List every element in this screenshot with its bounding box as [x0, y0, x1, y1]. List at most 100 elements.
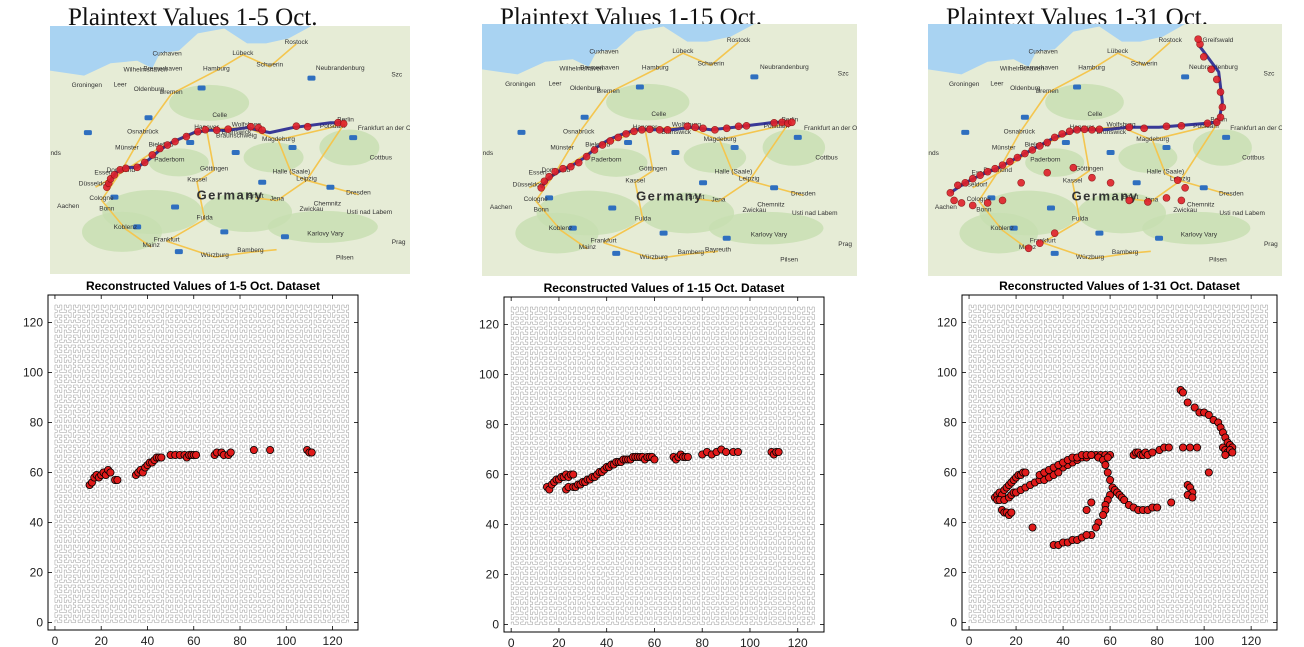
data-point [1007, 508, 1016, 517]
plot-title: Reconstructed Values of 1-15 Oct. Datase… [544, 281, 785, 295]
city-label: Schwerin [698, 60, 725, 67]
map-marker [537, 184, 546, 192]
x-tick-label: 60 [648, 636, 662, 647]
map-marker [961, 178, 970, 187]
map-marker [201, 125, 210, 134]
city-label: nds [928, 150, 939, 157]
map-marker [614, 133, 622, 142]
map-view[interactable]: Rostock Lübeck Hamburg Schwerin Bremerhaven B… [482, 24, 857, 276]
country-label: Germany [1072, 188, 1139, 203]
highway-shield-icon [1020, 114, 1029, 120]
data-point [1082, 530, 1091, 539]
y-tick-label: 20 [30, 566, 44, 580]
map-marker [998, 161, 1007, 169]
map-marker [339, 119, 348, 128]
city-label: Hamburg [203, 66, 230, 73]
map-marker [1028, 146, 1037, 154]
data-point [113, 475, 122, 484]
highway-shield-icon [349, 135, 358, 141]
y-tick-label: 0 [950, 616, 957, 630]
map-panel-1: Plaintext Values 1-5 Oct. Rostock Lübeck H… [50, 0, 410, 275]
highway-shield-icon [568, 225, 577, 231]
forest-area [202, 192, 293, 232]
map-marker [1144, 198, 1152, 206]
city-label: Cottbus [370, 154, 393, 161]
forest-area [169, 84, 250, 121]
x-tick-label: 80 [1150, 634, 1164, 647]
data-point [683, 452, 692, 461]
map-view[interactable]: Rostock Lübeck Hamburg Schwerin Bremerhaven B… [50, 26, 410, 274]
city-label: Celle [212, 112, 227, 119]
city-label: Aachen [57, 203, 79, 210]
map-marker [1035, 239, 1044, 248]
map-marker [788, 118, 796, 127]
x-tick-label: 60 [187, 634, 201, 647]
map-marker [630, 127, 638, 136]
city-label: Cuxhaven [152, 50, 182, 57]
data-point [734, 447, 743, 456]
city-label: Leipzig [296, 175, 317, 182]
city-label: Düsseldorf [513, 181, 544, 188]
plot-title: Reconstructed Values of 1-31 Oct. Datase… [999, 279, 1240, 293]
map-marker [699, 124, 707, 133]
map-marker [1035, 142, 1044, 150]
map-marker [1043, 138, 1052, 147]
map-marker [742, 122, 751, 130]
city-label: Jena [1144, 196, 1158, 203]
city-label: Chemnitz [1187, 201, 1214, 208]
highway-shield-icon [1009, 225, 1018, 231]
city-label: Hanover [633, 124, 658, 131]
y-tick-label: 40 [30, 516, 44, 530]
highway-road [166, 240, 277, 258]
forest-area [1077, 192, 1167, 234]
city-label: Pilsen [780, 256, 798, 263]
forest-area [267, 210, 378, 243]
map-marker [540, 177, 549, 186]
highway-shield-icon [258, 179, 267, 185]
map-marker [1088, 126, 1096, 134]
city-label: Erfurt [688, 194, 704, 201]
highway-shield-icon [220, 229, 229, 235]
highway-shield-icon [1046, 205, 1055, 211]
city-label: Frankfurt an der Oder [804, 125, 857, 132]
highway-road [166, 129, 215, 242]
highway-shield-icon [730, 144, 739, 150]
map-marker [1162, 122, 1171, 131]
highway-road [978, 200, 1028, 250]
city-label: Hamburg [1078, 64, 1105, 71]
data-point [157, 453, 166, 462]
highway-shield-icon [186, 140, 195, 146]
city-label: Cologne [524, 196, 549, 203]
highway-shield-icon [671, 150, 680, 156]
highway-shield-icon [1050, 250, 1059, 256]
highway-shield-icon [1199, 185, 1208, 191]
x-tick-label: 20 [552, 636, 566, 647]
city-label: Rostock [1158, 37, 1182, 44]
highway-road [603, 241, 719, 260]
y-tick-label: 120 [23, 316, 43, 330]
city-label: Celle [651, 111, 666, 118]
city-label: Jena [270, 196, 284, 203]
city-label: Magdeburg [704, 136, 737, 143]
forest-area [584, 148, 648, 177]
city-label: Hamburg [642, 64, 669, 71]
map-marker [1194, 35, 1202, 43]
map-marker [1088, 173, 1096, 182]
city-label: Magdeburg [1136, 136, 1169, 143]
data-point [1103, 468, 1112, 477]
y-tick-label: 60 [30, 466, 44, 480]
x-tick-label: 40 [141, 634, 155, 647]
map-view[interactable]: Rostock Lübeck Hamburg Schwerin Bremerhaven B… [928, 24, 1282, 276]
city-label: Prag [392, 239, 406, 246]
city-label: Erfurt [248, 193, 264, 200]
city-label: Frankfurt an der Oder [1230, 125, 1282, 132]
city-label: Leer [549, 80, 563, 87]
city-label: Usti nad Labem [347, 209, 393, 216]
city-label: Lübeck [232, 50, 254, 57]
city-label: Brunswick [1097, 129, 1127, 136]
map-marker [968, 174, 977, 183]
map-marker [1050, 229, 1059, 237]
forest-area [1142, 211, 1251, 245]
highway-shield-icon [1132, 180, 1141, 186]
map-canvas: Rostock Lübeck Hamburg Schwerin Bremerhaven B… [482, 24, 857, 276]
